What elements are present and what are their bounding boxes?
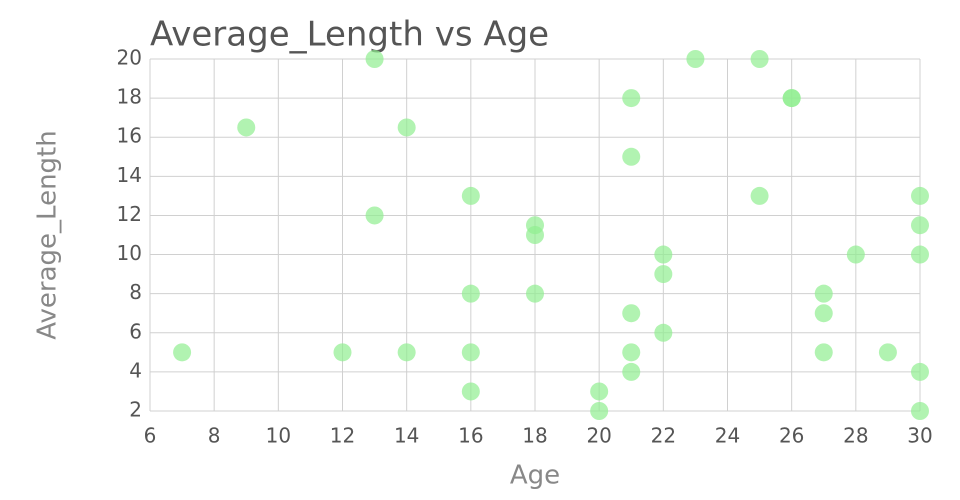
point — [461, 343, 480, 362]
point — [750, 50, 769, 68]
point — [911, 186, 929, 205]
y-tick-label: 12 — [117, 202, 142, 226]
point — [173, 343, 192, 362]
point — [654, 245, 673, 264]
point — [397, 343, 416, 362]
point — [622, 343, 641, 362]
point — [911, 216, 929, 235]
point — [461, 382, 480, 401]
x-tick-label: 22 — [651, 424, 676, 448]
point — [846, 245, 865, 264]
point — [911, 362, 929, 381]
point — [461, 186, 480, 205]
point — [622, 89, 641, 108]
x-tick-label: 8 — [208, 424, 221, 448]
point — [622, 147, 641, 166]
point — [526, 284, 544, 303]
point — [654, 265, 673, 284]
point — [878, 343, 897, 362]
point — [333, 343, 352, 362]
x-tick-label: 18 — [522, 424, 547, 448]
point — [365, 206, 384, 225]
point — [461, 284, 480, 303]
point — [622, 304, 641, 323]
y-tick-label: 8 — [129, 280, 142, 304]
point — [814, 343, 833, 362]
chart-title: Average_Length vs Age — [150, 15, 549, 55]
point — [750, 186, 769, 205]
point — [590, 402, 609, 420]
point — [397, 118, 416, 137]
x-tick-label: 10 — [266, 424, 291, 448]
y-tick-label: 14 — [117, 163, 142, 187]
x-tick-label: 28 — [843, 424, 868, 448]
y-axis-label: Average_Length — [33, 130, 63, 339]
x-tick-label: 24 — [715, 424, 740, 448]
y-tick-label: 4 — [129, 358, 142, 382]
y-tick-label: 16 — [117, 124, 142, 148]
x-tick-label: 30 — [907, 424, 932, 448]
y-tick-label: 2 — [129, 398, 142, 422]
point — [686, 50, 705, 68]
point — [590, 382, 609, 401]
point — [365, 50, 384, 68]
y-tick-label: 20 — [117, 46, 142, 70]
x-tick-label: 20 — [586, 424, 611, 448]
point — [654, 323, 673, 342]
y-tick-label: 10 — [117, 241, 142, 265]
point — [814, 284, 833, 303]
x-axis-label: Age — [510, 461, 560, 491]
y-tick-label: 6 — [129, 319, 142, 343]
y-tick-label: 18 — [117, 85, 142, 109]
point — [911, 245, 929, 264]
x-tick-label: 26 — [779, 424, 804, 448]
x-tick-label: 16 — [458, 424, 483, 448]
x-tick-label: 12 — [330, 424, 355, 448]
point — [622, 362, 641, 381]
point — [814, 304, 833, 323]
x-tick-label: 14 — [394, 424, 419, 448]
point — [237, 118, 256, 137]
point — [526, 226, 544, 244]
point — [782, 89, 801, 108]
point — [911, 402, 929, 420]
x-tick-label: 6 — [144, 424, 157, 448]
